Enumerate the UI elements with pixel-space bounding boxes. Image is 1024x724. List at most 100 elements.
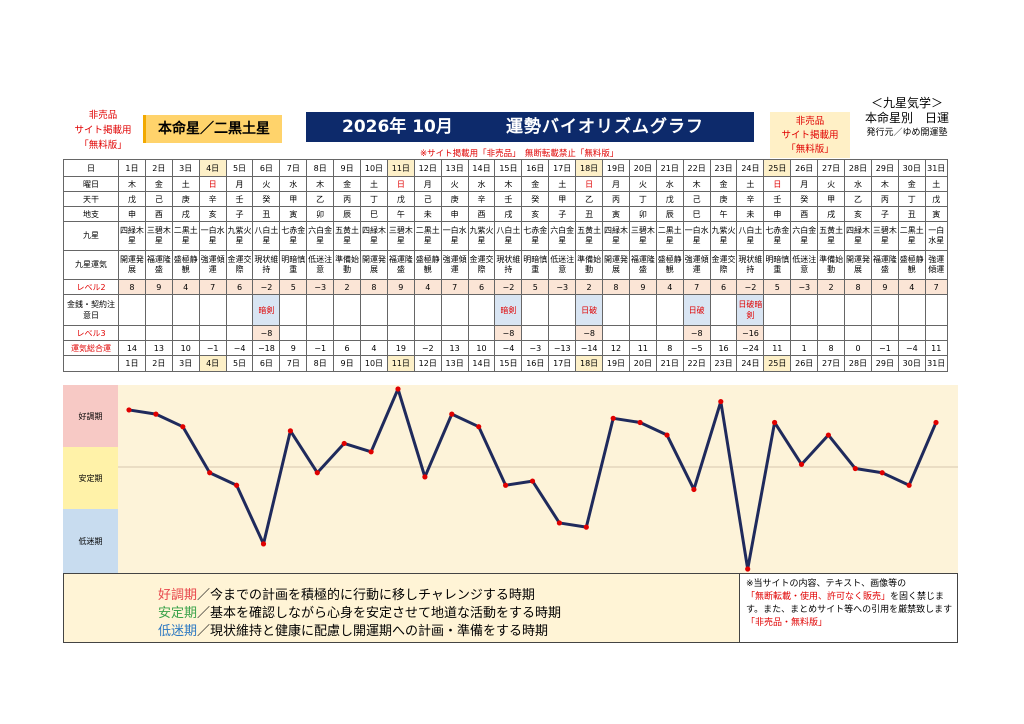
kyusei-cell: 五黄土星 — [333, 221, 362, 251]
weekday-cell: 木 — [118, 176, 146, 192]
kinsen-cell — [548, 294, 577, 326]
nonsale-badge-right: 非売品 サイト掲載用 「無料版」 — [770, 112, 850, 158]
shi-cell: 酉 — [144, 206, 173, 222]
date-cell-bottom: 1日 — [118, 355, 146, 372]
kyusei-cell: 六白金星 — [306, 221, 335, 251]
shi-cell: 卯 — [306, 206, 335, 222]
disclaimer-text: を固く禁じます。また、まとめサイト等への引用を厳禁致します — [746, 592, 953, 615]
kinsen-cell: 日破暗剣 — [736, 294, 765, 326]
total-cell: −1 — [870, 340, 899, 356]
date-cell-bottom: 13日 — [440, 355, 469, 372]
data-point-9日 — [341, 440, 347, 447]
kyusei-cell: 二黒土星 — [655, 221, 684, 251]
biorhythm-chart: 好調期 安定期 低迷期 — [63, 385, 958, 573]
kinsen-cell — [198, 294, 227, 326]
total-cell: 11 — [628, 340, 657, 356]
nonsale-badge-left: 非売品 サイト掲載用 「無料版」 — [66, 108, 140, 154]
unki-cell: 低迷注意 — [306, 250, 335, 280]
date-cell: 18日 — [575, 159, 604, 177]
disclaimer-box: ※当サイトの内容、テキスト、画像等の 「無断転載・使用、許可なく販売」を固く禁じ… — [740, 573, 958, 643]
level3-cell: −16 — [736, 325, 765, 341]
shi-cell: 丑 — [575, 206, 604, 222]
kan-cell: 丙 — [602, 191, 630, 207]
unki-cell: 盛極静観 — [897, 250, 926, 280]
shi-cell: 未 — [736, 206, 765, 222]
level2-cell: 9 — [870, 279, 899, 295]
kyusei-cell: 三碧木星 — [870, 221, 899, 251]
shi-cell: 寅 — [279, 206, 308, 222]
unki-cell: 準備始動 — [575, 250, 604, 280]
data-point-5日 — [234, 482, 240, 488]
level3-cell — [171, 325, 200, 341]
row-label-kinsen: 金銭・契約注意日 — [63, 294, 119, 326]
kinsen-cell — [817, 294, 846, 326]
weekday-cell: 水 — [279, 176, 308, 192]
date-cell-bottom: 24日 — [736, 355, 765, 372]
kan-cell: 庚 — [171, 191, 200, 207]
total-cell: −3 — [521, 340, 550, 356]
total-cell: 14 — [118, 340, 146, 356]
kan-cell: 丁 — [360, 191, 388, 207]
date-cell: 7日 — [279, 159, 308, 177]
level3-cell — [870, 325, 899, 341]
date-cell: 6日 — [252, 159, 281, 177]
legend-line-stable: 安定期／基本を確認しながら心身を安定させて地道な活動をする時期 — [158, 602, 561, 621]
date-cell-bottom: 26日 — [790, 355, 819, 372]
kinsen-cell — [279, 294, 308, 326]
shi-cell: 寅 — [602, 206, 630, 222]
level3-cell — [548, 325, 577, 341]
unki-cell: 開運発展 — [602, 250, 630, 280]
total-cell: 8 — [655, 340, 684, 356]
date-cell-bottom: 30日 — [897, 355, 926, 372]
kan-cell: 戊 — [924, 191, 948, 207]
total-cell: −24 — [736, 340, 765, 356]
date-cell-bottom: 18日 — [575, 355, 604, 372]
kinsen-cell: 暗剣 — [252, 294, 281, 326]
date-cell-bottom: 23日 — [709, 355, 738, 372]
kyusei-cell: 四緑木星 — [844, 221, 872, 251]
date-cell: 24日 — [736, 159, 765, 177]
data-point-25日 — [772, 419, 778, 426]
level2-cell: −2 — [252, 279, 281, 295]
weekday-cell: 金 — [144, 176, 173, 192]
kyusei-title: ＜九星気学＞ — [870, 96, 943, 110]
disclaimer-warning: 「無断転載・使用、許可なく販売」 — [746, 592, 891, 602]
weekday-cell: 水 — [844, 176, 872, 192]
legend-term: 安定期 — [158, 606, 198, 621]
unki-cell: 低迷注意 — [790, 250, 819, 280]
shi-cell: 寅 — [924, 206, 948, 222]
unki-cell: 盛極静観 — [655, 250, 684, 280]
data-point-18日 — [583, 524, 589, 530]
level3-cell — [198, 325, 227, 341]
kyusei-cell: 一白水星 — [682, 221, 711, 251]
unki-cell: 金運交際 — [467, 250, 496, 280]
year-month: 2026年 10月 — [342, 117, 453, 137]
kinsen-cell — [521, 294, 550, 326]
data-point-11日 — [395, 386, 401, 392]
row-label-level2: レベル2 — [63, 279, 119, 295]
kinsen-cell — [897, 294, 926, 326]
level3-cell — [628, 325, 657, 341]
data-point-29日 — [879, 470, 885, 476]
data-point-21日 — [664, 432, 670, 438]
kan-cell: 己 — [682, 191, 711, 207]
kyusei-cell: 五黄土星 — [817, 221, 846, 251]
kinsen-cell — [655, 294, 684, 326]
nonsale-line: 非売品 — [88, 110, 118, 121]
total-cell: −4 — [494, 340, 523, 356]
date-cell: 28日 — [844, 159, 872, 177]
unki-cell: 金運交際 — [709, 250, 738, 280]
level2-cell: 8 — [844, 279, 872, 295]
level3-cell — [924, 325, 948, 341]
weekday-cell: 日 — [386, 176, 415, 192]
kyusei-cell: 四緑木星 — [360, 221, 388, 251]
data-point-30日 — [906, 482, 912, 488]
data-point-31日 — [933, 419, 939, 426]
kyusei-cell: 一白水星 — [924, 221, 948, 251]
zone-stable: 安定期 — [63, 447, 118, 510]
legend-text: ／今までの計画を積極的に行動に移しチャレンジする時期 — [197, 588, 535, 603]
unki-cell: 現状維持 — [494, 250, 523, 280]
date-cell-bottom: 15日 — [494, 355, 523, 372]
level3-cell: −8 — [494, 325, 523, 341]
data-point-23日 — [718, 398, 724, 405]
